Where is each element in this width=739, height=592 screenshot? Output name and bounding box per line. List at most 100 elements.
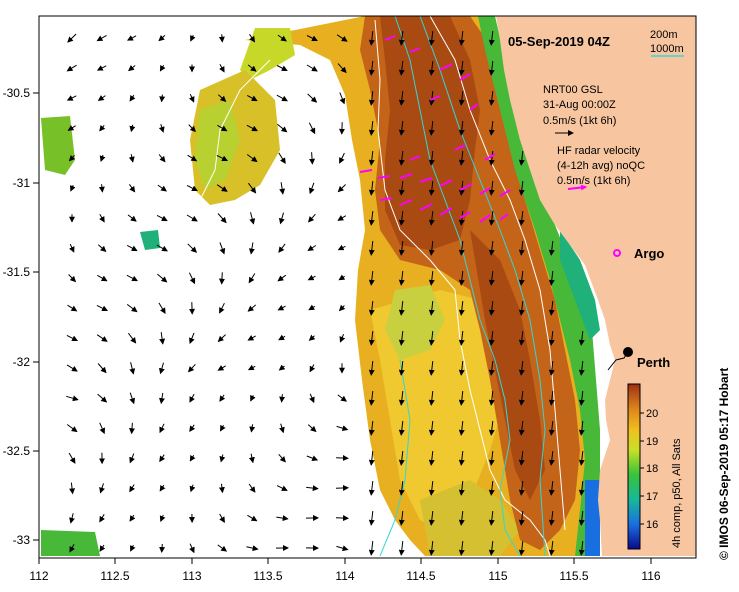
velocity-arrow [548, 241, 555, 256]
velocity-arrow [578, 481, 585, 496]
isobath-1000-label: 1000m [650, 43, 684, 55]
colorbar-tick: 19 [646, 436, 658, 448]
isobaths [199, 16, 566, 557]
velocity-arrow [159, 514, 166, 523]
velocity-arrow [68, 154, 76, 162]
colorbar-tick: 20 [646, 408, 658, 420]
velocity-arrow [458, 541, 465, 556]
velocity-arrow [398, 241, 405, 256]
velocity-arrow [276, 94, 288, 102]
velocity-arrow [518, 421, 525, 436]
velocity-arrow [219, 454, 226, 463]
velocity-arrow [156, 244, 168, 252]
velocity-arrow [368, 61, 375, 76]
velocity-arrow [307, 93, 318, 103]
velocity-arrow [159, 332, 166, 345]
velocity-arrow [458, 331, 465, 346]
velocity-arrow [548, 421, 555, 436]
velocity-arrow [458, 481, 465, 496]
velocity-arrow [518, 241, 525, 256]
velocity-arrow [518, 481, 525, 496]
velocity-arrow [217, 124, 228, 132]
velocity-arrow [578, 511, 585, 526]
velocity-arrow [398, 121, 405, 136]
velocity-arrow [157, 273, 168, 283]
radar-legend-arrow [567, 184, 587, 191]
velocity-arrow [368, 241, 375, 256]
velocity-arrow [398, 61, 405, 76]
velocity-arrow [458, 121, 465, 136]
velocity-arrow [126, 274, 138, 282]
velocity-arrow [336, 545, 349, 552]
velocity-arrow [368, 511, 375, 526]
velocity-arrow [219, 302, 225, 314]
velocity-arrow [368, 91, 375, 106]
velocity-arrow [217, 544, 228, 552]
velocity-arrow [99, 154, 106, 162]
velocity-arrow [159, 94, 166, 103]
velocity-arrow [219, 513, 225, 523]
velocity-arrow [398, 211, 405, 226]
velocity-arrow [518, 451, 525, 466]
velocity-arrow [337, 63, 347, 74]
velocity-arrow [336, 425, 349, 432]
velocity-arrow [368, 361, 375, 376]
y-tick-label: -32 [13, 355, 31, 369]
velocity-arrow [246, 545, 259, 552]
velocity-arrow [518, 331, 525, 346]
velocity-arrow [278, 212, 285, 225]
velocity-arrow [99, 544, 106, 552]
velocity-arrow [159, 454, 166, 463]
velocity-arrow [518, 271, 525, 286]
velocity-arrow [188, 124, 196, 133]
x-tick-label: 113.5 [253, 569, 282, 583]
velocity-arrow [306, 455, 319, 462]
velocity-arrow [66, 95, 77, 101]
x-tick-label: 115 [488, 569, 507, 583]
velocity-arrow [488, 541, 495, 556]
velocity-arrow [458, 91, 465, 106]
model-legend-date: 31-Aug 00:00Z [543, 99, 616, 111]
velocity-arrow [97, 393, 108, 403]
velocity-arrow [368, 211, 375, 226]
velocity-arrow [129, 392, 136, 405]
velocity-arrow [96, 65, 107, 71]
velocity-arrow [126, 303, 138, 313]
x-tick-label: 114.5 [406, 569, 435, 583]
velocity-arrow [398, 451, 405, 466]
velocity-arrow [518, 301, 525, 316]
velocity-arrow [128, 154, 135, 163]
velocity-arrow [189, 484, 196, 493]
velocity-arrow [129, 362, 136, 375]
velocity-arrow [278, 334, 286, 341]
velocity-arrow [307, 274, 316, 281]
hf-radar-arrows [359, 35, 511, 223]
x-tick-label: 112.5 [100, 569, 129, 583]
velocity-arrow [428, 361, 435, 376]
velocity-arrow [159, 392, 165, 405]
velocity-arrow [158, 362, 165, 375]
velocity-arrow [219, 394, 226, 402]
velocity-arrow [248, 273, 256, 284]
velocity-arrow [129, 514, 136, 522]
velocity-arrow [307, 245, 317, 252]
velocity-arrow [248, 453, 255, 464]
velocity-arrow [69, 482, 76, 495]
velocity-arrow [276, 485, 288, 491]
argo-label: Argo [634, 246, 664, 261]
velocity-arrow [458, 511, 465, 526]
velocity-arrow [337, 184, 346, 193]
velocity-arrow [217, 213, 227, 224]
velocity-arrow [339, 334, 346, 343]
map-title: 05-Sep-2019 04Z [508, 34, 610, 49]
x-tick-label: 114 [335, 569, 354, 583]
y-tick-label: -30.5 [3, 86, 31, 100]
velocity-arrow [159, 543, 166, 553]
velocity-arrow [458, 301, 465, 316]
velocity-arrow [187, 243, 198, 253]
velocity-arrow [99, 213, 105, 223]
velocity-arrow [518, 151, 525, 166]
velocity-arrow [458, 31, 465, 46]
velocity-arrow [488, 481, 495, 496]
